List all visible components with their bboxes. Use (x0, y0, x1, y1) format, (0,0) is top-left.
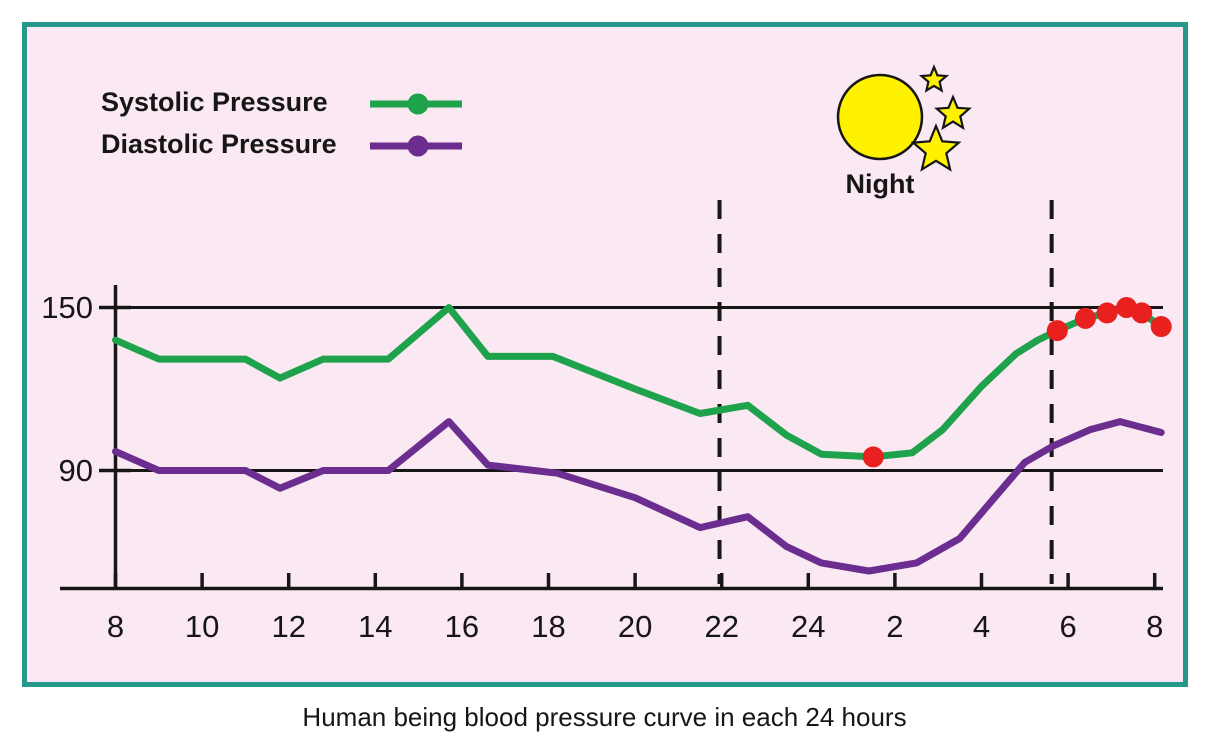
y-tick-label-90: 90 (59, 453, 93, 488)
chart-panel (22, 22, 1188, 687)
night-artwork (836, 64, 972, 172)
moon-icon (836, 73, 924, 161)
legend-systolic-dot (407, 93, 429, 115)
star-icon-medium (934, 94, 972, 131)
highlight-dot (1074, 307, 1096, 329)
x-tick-label: 4 (973, 609, 990, 644)
legend-diastolic-dot (407, 135, 429, 157)
x-tick-label: 18 (531, 609, 565, 644)
highlight-dot (1131, 302, 1153, 324)
x-tick-label: 20 (618, 609, 652, 644)
x-tick-label: 10 (185, 609, 219, 644)
legend-systolic-sample (370, 93, 462, 115)
x-tick-label: 16 (445, 609, 479, 644)
highlight-dot (1046, 320, 1068, 342)
highlight-dot (862, 446, 884, 468)
y-tick-label-150: 150 (41, 290, 93, 325)
star-icon-small (918, 64, 950, 93)
x-tick-label: 24 (791, 609, 825, 644)
diastolic-curve (112, 418, 1165, 575)
legend-label-diastolic: Diastolic Pressure (101, 129, 337, 159)
legend-diastolic-sample (370, 135, 462, 157)
systolic-curve (112, 304, 1165, 461)
x-tick-label: 8 (1146, 609, 1163, 644)
x-tick-label: 8 (107, 609, 124, 644)
star-icon-large (910, 123, 962, 172)
x-tick-label: 22 (704, 609, 738, 644)
legend-label-systolic: Systolic Pressure (101, 87, 328, 117)
x-tick-label: 14 (358, 609, 392, 644)
x-tick-label: 6 (1059, 609, 1076, 644)
x-tick-label: 2 (886, 609, 903, 644)
night-label: Night (845, 169, 915, 199)
highlight-dot (1150, 316, 1172, 338)
highlight-dot (1096, 302, 1118, 324)
x-tick-label: 12 (271, 609, 305, 644)
chart-caption: Human being blood pressure curve in each… (302, 702, 907, 732)
